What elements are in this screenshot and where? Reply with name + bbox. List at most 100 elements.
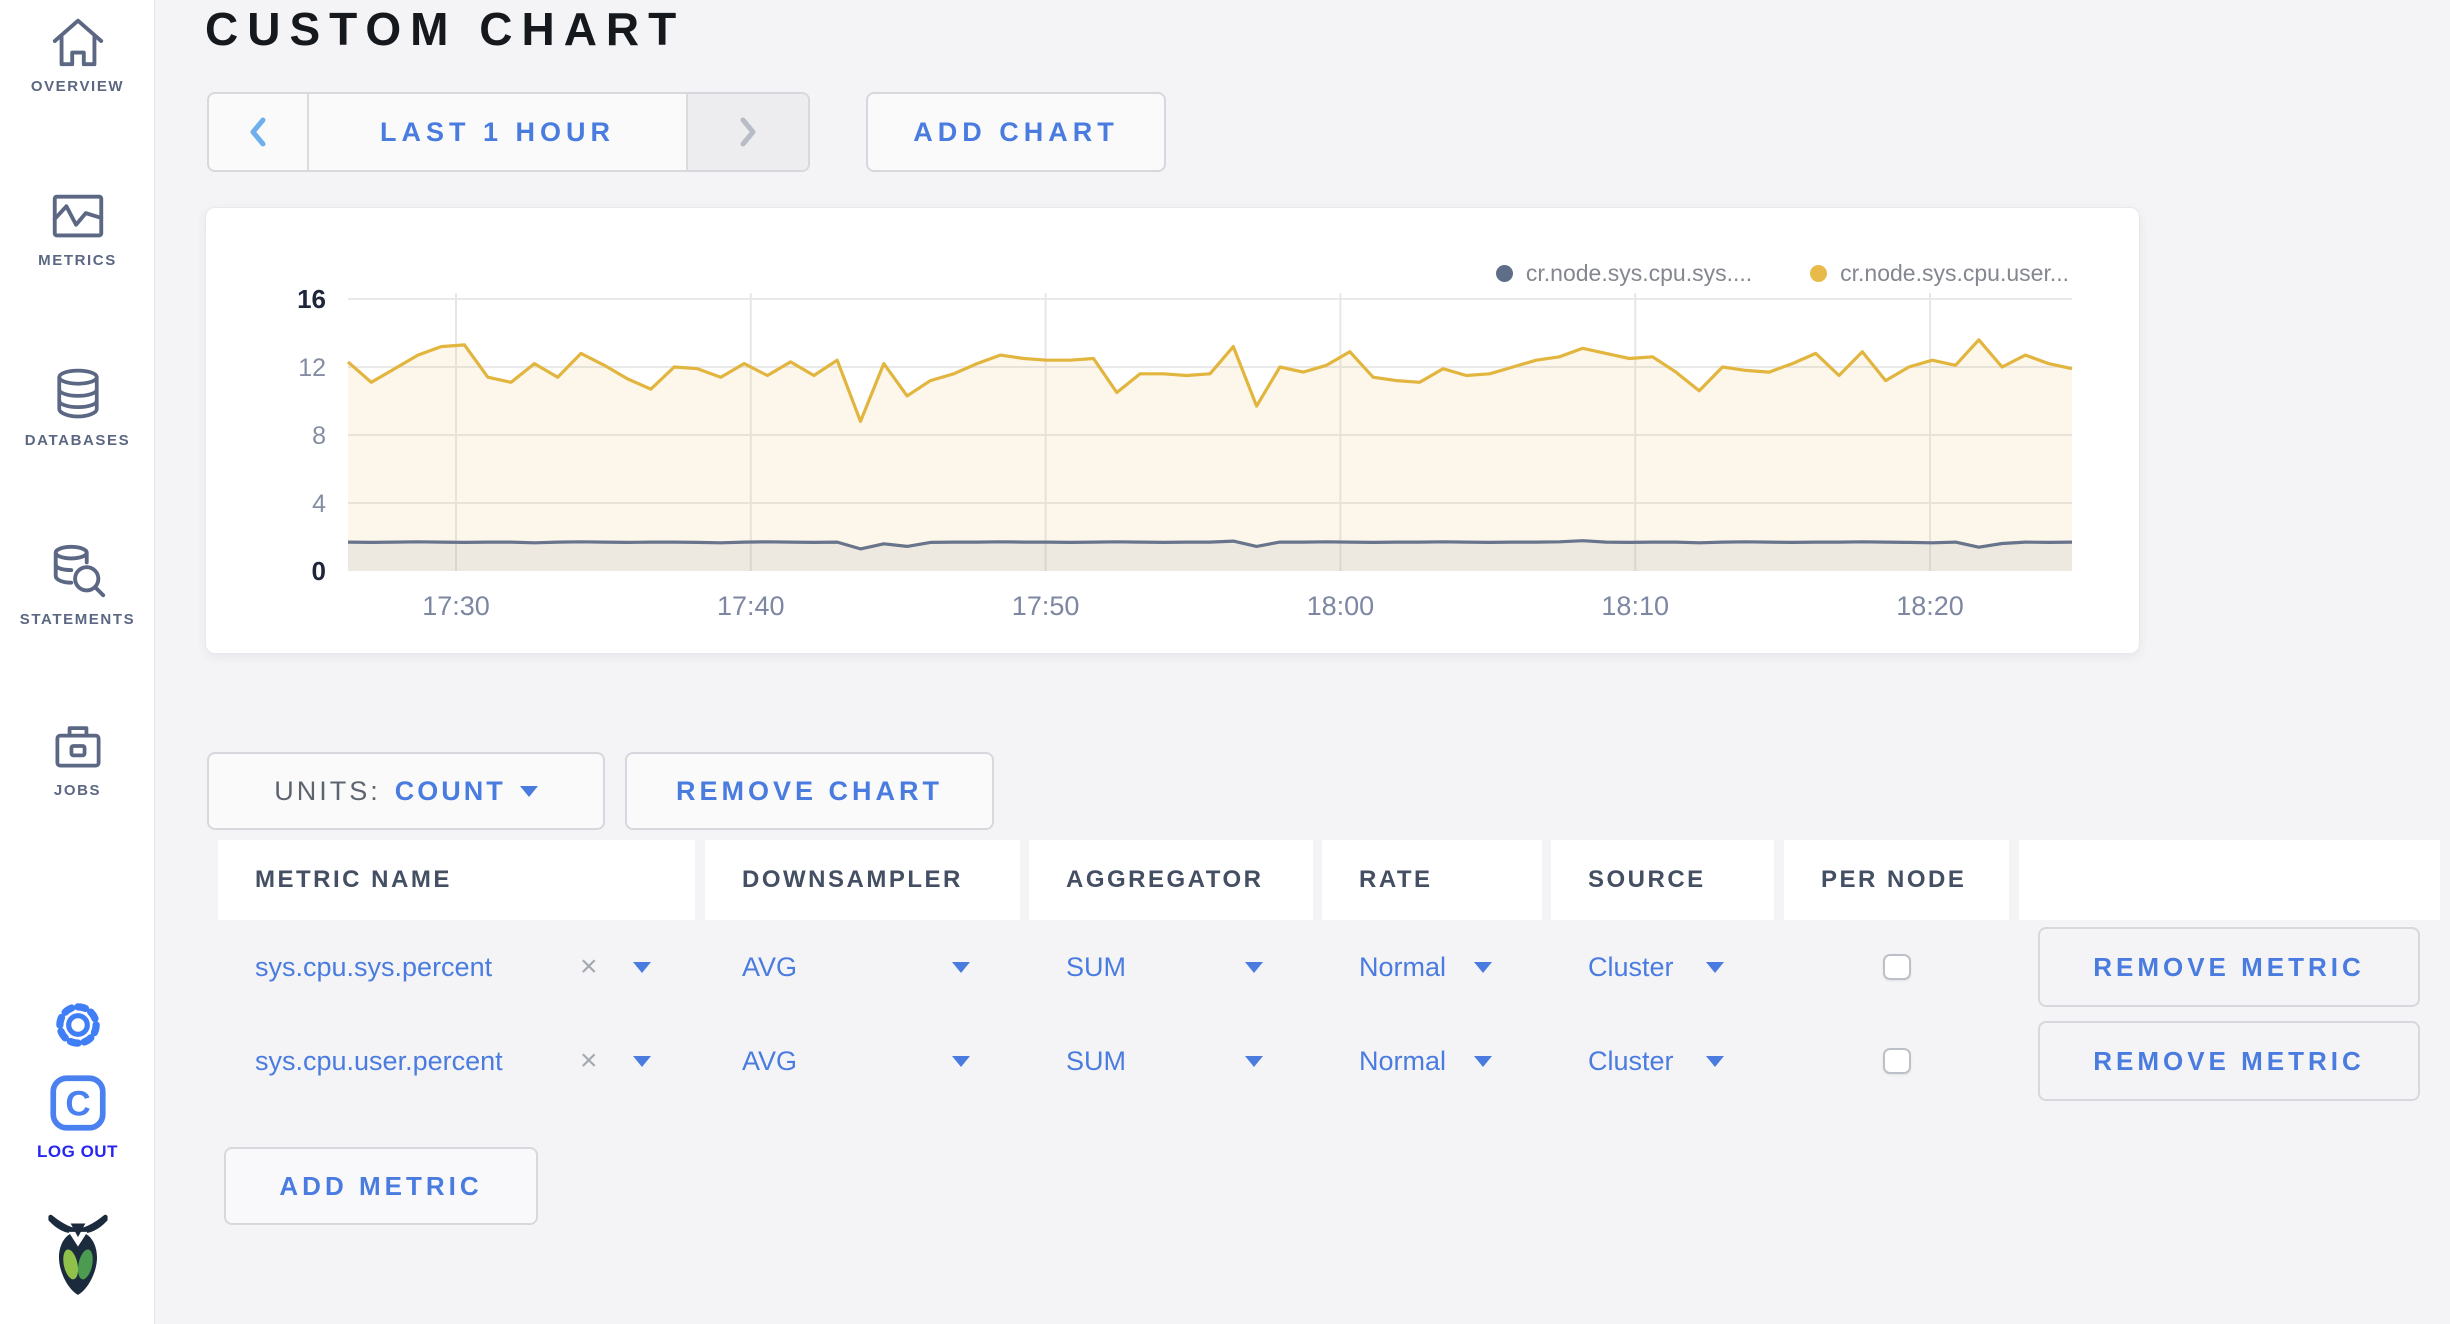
- page-title: CUSTOM CHART: [205, 3, 686, 55]
- rate-dropdown[interactable]: Normal: [1322, 920, 1542, 1014]
- cockroach-bug-icon: [47, 1214, 108, 1295]
- line-chart-icon: [52, 194, 103, 238]
- legend-dot-user: [1810, 265, 1828, 282]
- rate-value: Normal: [1359, 1045, 1447, 1076]
- sidebar-item-label: METRICS: [38, 252, 117, 269]
- downsampler-value: AVG: [742, 951, 798, 982]
- metric-name-dropdown[interactable]: sys.cpu.sys.percent ×: [218, 920, 695, 1014]
- svg-text:18:00: 18:00: [1307, 591, 1375, 621]
- legend-item-user[interactable]: cr.node.sys.cpu.user...: [1810, 260, 2069, 287]
- chevron-right-icon: [740, 117, 756, 147]
- column-header-downsampler: DOWNSAMPLER: [705, 840, 1020, 920]
- main-content: CUSTOM CHART LAST 1 HOUR ADD CHART 17:30…: [155, 0, 2450, 1324]
- actions-cell: REMOVE METRIC: [2019, 1014, 2440, 1108]
- actions-cell: REMOVE METRIC: [2019, 920, 2440, 1014]
- caret-down-icon: [1245, 962, 1263, 973]
- remove-metric-button[interactable]: REMOVE METRIC: [2038, 1021, 2420, 1101]
- column-header-rate: RATE: [1322, 840, 1542, 920]
- add-chart-button[interactable]: ADD CHART: [866, 92, 1166, 172]
- per-node-cell: [1784, 920, 2009, 1014]
- metric-name-dropdown[interactable]: sys.cpu.user.percent ×: [218, 1014, 695, 1108]
- caret-down-icon: [1706, 1056, 1724, 1067]
- sidebar-item-label: DATABASES: [24, 432, 131, 449]
- source-dropdown[interactable]: Cluster: [1551, 920, 1774, 1014]
- time-series-chart[interactable]: 17:30 17:40 17:50 18:00 18:10 18:20 0 4 8 12 16: [206, 208, 2141, 655]
- brand-logo: [0, 1214, 155, 1298]
- caret-down-icon: [633, 962, 651, 973]
- c-logo-icon: C: [49, 1075, 106, 1131]
- column-header-actions: [2019, 840, 2440, 920]
- column-header-metric-name: METRIC NAME: [218, 840, 695, 920]
- time-range-prev-button[interactable]: [209, 94, 309, 170]
- sidebar-item-overview[interactable]: OVERVIEW: [0, 12, 155, 95]
- source-value: Cluster: [1588, 1045, 1674, 1076]
- caret-down-icon: [952, 1056, 970, 1067]
- svg-text:18:10: 18:10: [1601, 591, 1669, 621]
- sidebar-item-label: STATEMENTS: [19, 611, 136, 628]
- source-dropdown[interactable]: Cluster: [1551, 1014, 1774, 1108]
- database-icon: [56, 368, 99, 419]
- clear-metric-x-icon[interactable]: ×: [580, 950, 598, 983]
- legend-dot-sys: [1495, 265, 1513, 282]
- caret-down-icon: [633, 1056, 651, 1067]
- units-label: UNITS:: [274, 775, 381, 806]
- time-range-next-button[interactable]: [686, 94, 808, 170]
- aggregator-dropdown[interactable]: SUM: [1029, 920, 1313, 1014]
- settings-button[interactable]: [0, 996, 155, 1054]
- home-icon: [52, 18, 103, 67]
- sidebar-item-label: JOBS: [53, 782, 102, 799]
- sidebar: OVERVIEW METRICS DATABASES: [0, 0, 155, 1324]
- table-row: sys.cpu.sys.percent × AVG SUM Normal Clu…: [155, 920, 2450, 1014]
- sidebar-item-metrics[interactable]: METRICS: [0, 188, 155, 269]
- caret-down-icon: [519, 785, 538, 797]
- per-node-cell: [1784, 1014, 2009, 1108]
- aggregator-value: SUM: [1066, 1045, 1126, 1076]
- units-dropdown[interactable]: UNITS: COUNT: [207, 752, 605, 830]
- per-node-checkbox[interactable]: [1882, 954, 1911, 980]
- chevron-left-icon: [250, 117, 266, 147]
- svg-text:8: 8: [312, 422, 326, 450]
- legend-item-sys[interactable]: cr.node.sys.cpu.sys....: [1495, 260, 1752, 287]
- sidebar-item-statements[interactable]: STATEMENTS: [0, 541, 155, 628]
- clear-metric-x-icon[interactable]: ×: [580, 1044, 598, 1077]
- aggregator-dropdown[interactable]: SUM: [1029, 1014, 1313, 1108]
- time-range-label[interactable]: LAST 1 HOUR: [379, 116, 615, 147]
- sidebar-item-jobs[interactable]: JOBS: [0, 716, 155, 799]
- downsampler-dropdown[interactable]: AVG: [705, 1014, 1020, 1108]
- logout-label: LOG OUT: [37, 1142, 118, 1161]
- svg-text:0: 0: [312, 556, 326, 586]
- table-row: sys.cpu.user.percent × AVG SUM Normal Cl…: [155, 1014, 2450, 1108]
- svg-text:17:30: 17:30: [422, 591, 490, 621]
- aggregator-value: SUM: [1066, 951, 1126, 982]
- remove-metric-button[interactable]: REMOVE METRIC: [2038, 927, 2420, 1007]
- svg-text:4: 4: [312, 490, 326, 518]
- legend-label: cr.node.sys.cpu.user...: [1840, 260, 2069, 286]
- logout-button[interactable]: C LOG OUT: [0, 1070, 155, 1162]
- metric-name-value: sys.cpu.user.percent: [255, 1045, 503, 1076]
- gear-icon: [55, 1003, 100, 1047]
- caret-down-icon: [1245, 1056, 1263, 1067]
- caret-down-icon: [1474, 1056, 1492, 1067]
- sidebar-item-databases[interactable]: DATABASES: [0, 364, 155, 449]
- chart-legend: cr.node.sys.cpu.sys.... cr.node.sys.cpu.…: [1495, 260, 2069, 287]
- database-search-icon: [53, 544, 105, 598]
- briefcase-icon: [55, 726, 100, 768]
- column-header-aggregator: AGGREGATOR: [1029, 840, 1313, 920]
- metric-name-value: sys.cpu.sys.percent: [255, 951, 493, 982]
- remove-chart-button[interactable]: REMOVE CHART: [625, 752, 994, 830]
- svg-text:12: 12: [298, 354, 326, 382]
- caret-down-icon: [1706, 962, 1724, 973]
- chart-card: 17:30 17:40 17:50 18:00 18:10 18:20 0 4 8 12 16 cr…: [205, 207, 2140, 654]
- svg-text:17:40: 17:40: [717, 591, 785, 621]
- rate-value: Normal: [1359, 951, 1447, 982]
- sidebar-item-label: OVERVIEW: [30, 78, 125, 95]
- per-node-checkbox[interactable]: [1882, 1048, 1911, 1074]
- add-metric-button[interactable]: ADD METRIC: [224, 1147, 538, 1225]
- rate-dropdown[interactable]: Normal: [1322, 1014, 1542, 1108]
- source-value: Cluster: [1588, 951, 1674, 982]
- caret-down-icon: [1474, 962, 1492, 973]
- downsampler-dropdown[interactable]: AVG: [705, 920, 1020, 1014]
- svg-text:17:50: 17:50: [1012, 591, 1080, 621]
- units-value: COUNT: [394, 775, 506, 806]
- svg-text:16: 16: [297, 284, 326, 314]
